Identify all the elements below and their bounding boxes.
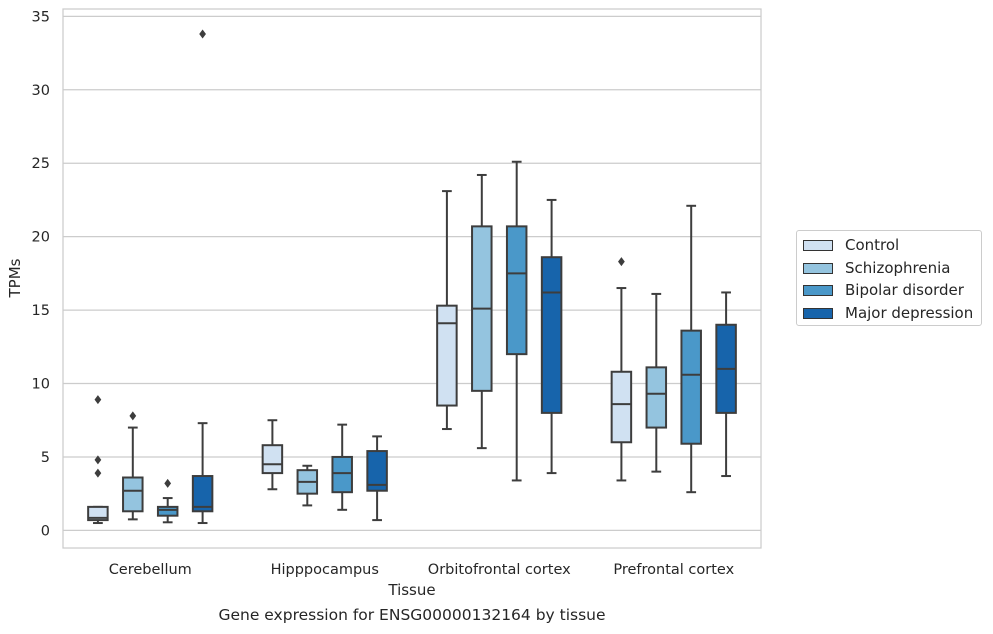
box-iqr <box>156 505 179 517</box>
box-iqr <box>87 505 109 522</box>
x-tick-label: Orbitofrontal cortex <box>428 562 571 578</box>
outlier-point <box>94 395 102 405</box>
box-major-depression <box>366 435 388 522</box>
box-control <box>87 395 109 525</box>
legend-item-schizophrenia: Schizophrenia <box>803 258 950 278</box>
box-bipolar-disorder <box>505 160 528 482</box>
plot-background <box>63 9 761 548</box>
box-schizophrenia <box>645 292 668 473</box>
x-tick-label: Hipppocampus <box>271 562 379 578</box>
box-bipolar-disorder <box>156 478 179 524</box>
legend-swatch-schizophrenia <box>803 262 833 274</box>
box-series <box>87 29 737 525</box>
box-iqr <box>645 366 668 429</box>
legend: Control Schizophrenia Bipolar disorder M… <box>796 230 982 326</box>
box-control <box>261 419 284 491</box>
outlier-point <box>164 478 172 488</box>
y-tick-labels: 0 5 10 15 20 25 30 35 <box>32 9 50 539</box>
box-iqr <box>610 370 633 444</box>
y-tick-label: 10 <box>32 377 50 393</box>
legend-label-schizophrenia: Schizophrenia <box>845 259 951 277</box>
plot-frame <box>62 8 762 549</box>
box-bipolar-disorder <box>331 423 353 511</box>
box-control <box>436 190 458 431</box>
legend-label-bipolar-disorder: Bipolar disorder <box>845 281 964 299</box>
y-tick-label: 0 <box>41 523 50 539</box>
outlier-point <box>94 455 102 465</box>
box-schizophrenia <box>122 411 144 521</box>
x-tick-labels: Cerebellum Hipppocampus Orbitofrontal cort… <box>109 562 735 578</box>
box-iqr <box>191 475 214 513</box>
box-iqr <box>680 329 702 445</box>
box-major-depression <box>191 29 214 525</box>
legend-label-control: Control <box>845 236 900 254</box>
box-major-depression <box>540 198 563 475</box>
grid-lines <box>63 15 761 532</box>
legend-swatch-control <box>803 239 833 251</box>
y-tick-label: 5 <box>41 450 50 466</box>
x-tick-label: Prefrontal cortex <box>613 562 734 578</box>
legend-item-major-depression: Major depression <box>803 303 973 323</box>
box-iqr <box>122 476 144 513</box>
outlier-point <box>618 257 625 267</box>
x-tick-label: Cerebellum <box>109 562 192 578</box>
y-axis-label: TPMs <box>6 258 24 298</box>
box-iqr <box>540 256 563 414</box>
x-axis-label: Tissue <box>387 581 435 599</box>
box-iqr <box>505 225 528 356</box>
legend-item-control: Control <box>803 235 899 255</box>
box-bipolar-disorder <box>680 204 702 494</box>
box-iqr <box>261 444 284 475</box>
legend-swatch-major-depression <box>803 307 833 319</box>
box-iqr <box>331 455 353 494</box>
y-tick-label: 30 <box>32 83 50 99</box>
y-tick-label: 20 <box>32 230 50 246</box>
legend-swatch-bipolar-disorder <box>803 284 833 296</box>
y-tick-label: 25 <box>32 156 50 172</box>
outlier-point <box>94 468 102 478</box>
box-schizophrenia <box>296 464 319 507</box>
box-schizophrenia <box>471 173 493 450</box>
box-control <box>610 257 633 482</box>
legend-item-bipolar-disorder: Bipolar disorder <box>803 280 964 300</box>
outlier-point <box>129 411 137 421</box>
outlier-point <box>199 29 206 39</box>
box-iqr <box>366 450 388 492</box>
legend-label-major-depression: Major depression <box>845 304 974 322</box>
figure-caption: Gene expression for ENSG00000132164 by t… <box>218 606 606 624</box>
box-major-depression <box>715 291 737 478</box>
y-tick-label: 35 <box>32 9 50 25</box>
box-iqr <box>436 304 458 407</box>
y-tick-label: 15 <box>32 303 50 319</box>
